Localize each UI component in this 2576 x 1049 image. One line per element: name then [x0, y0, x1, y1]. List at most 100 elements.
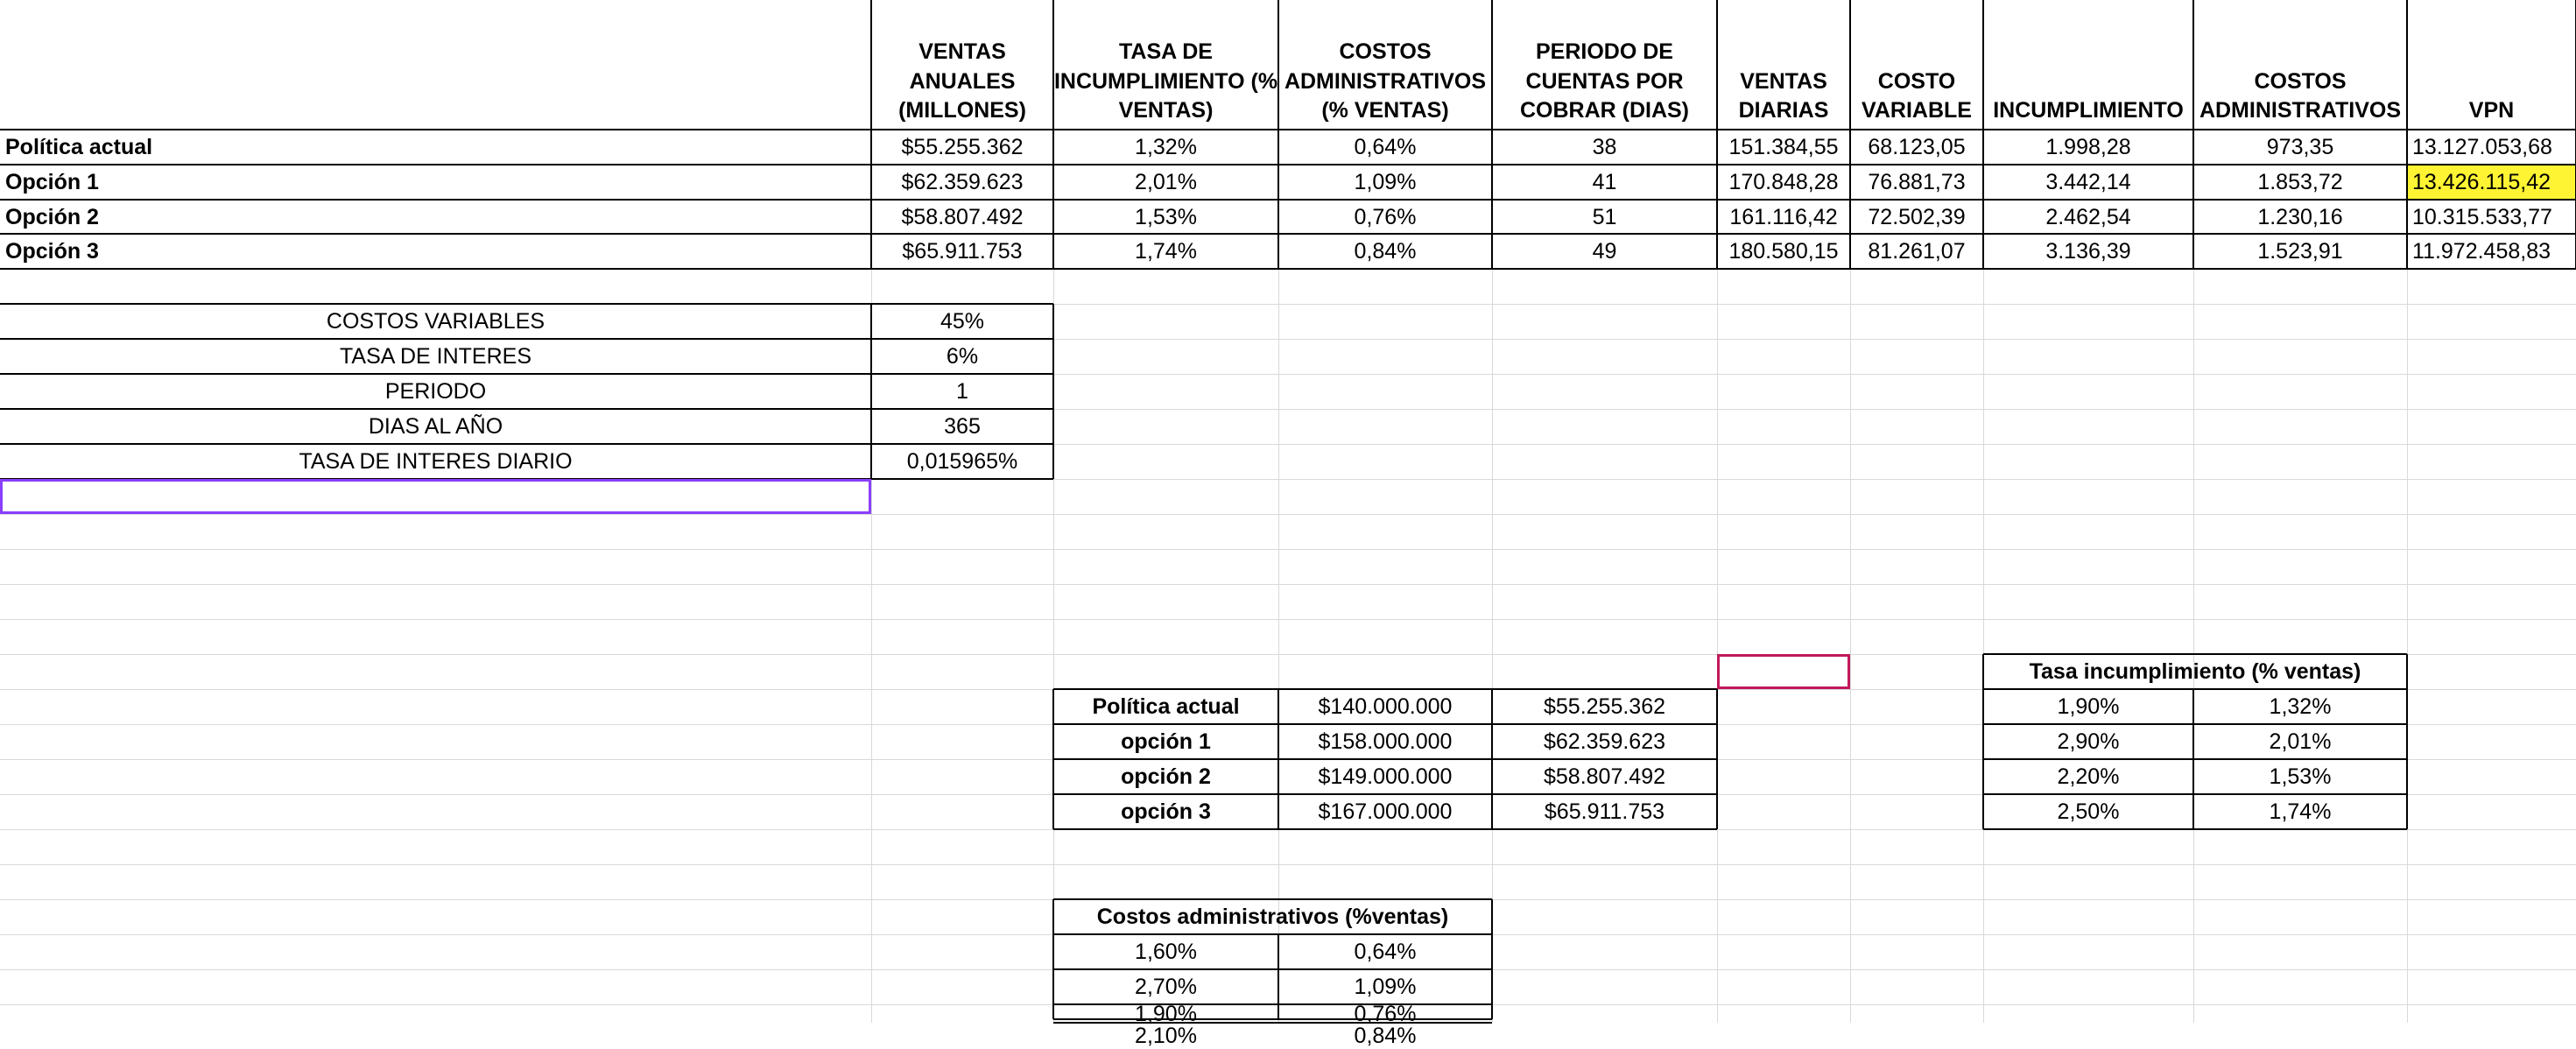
- gridline: [1983, 828, 2407, 830]
- vpn-cell[interactable]: 10.315.533,77: [2412, 204, 2552, 229]
- param-value[interactable]: 1: [956, 379, 968, 404]
- gridline: [1277, 689, 1279, 829]
- value-cell[interactable]: 3.136,39: [2045, 239, 2131, 264]
- value-cell[interactable]: 81.261,07: [1868, 239, 1966, 264]
- value-cell[interactable]: 1.998,28: [2045, 135, 2131, 159]
- param-label[interactable]: TASA DE INTERES: [339, 344, 532, 369]
- param-value[interactable]: 6%: [946, 344, 979, 369]
- param-value[interactable]: 365: [944, 414, 981, 439]
- param-label[interactable]: DIAS AL AÑO: [368, 414, 503, 439]
- row-label[interactable]: Opción 2: [5, 204, 99, 229]
- sales-gross[interactable]: $149.000.000: [1318, 764, 1453, 789]
- default-rate-adjusted[interactable]: 1,74%: [2269, 799, 2332, 824]
- param-label[interactable]: PERIODO: [384, 379, 487, 404]
- sales-row-label[interactable]: opción 3: [1121, 799, 1211, 824]
- sales-row-label[interactable]: opción 1: [1121, 729, 1211, 754]
- value-cell[interactable]: 151.384,55: [1728, 135, 1839, 159]
- admin-rate-adjusted[interactable]: 0,64%: [1354, 940, 1417, 964]
- value-cell[interactable]: 1,09%: [1354, 170, 1417, 194]
- sales-net[interactable]: $65.911.753: [1544, 799, 1665, 824]
- param-value[interactable]: 0,015965%: [906, 449, 1018, 474]
- value-cell[interactable]: 170.848,28: [1728, 170, 1839, 194]
- table-title[interactable]: Costos administrativos (%ventas): [1096, 905, 1449, 929]
- sales-net[interactable]: $55.255.362: [1543, 694, 1666, 719]
- column-header[interactable]: TASA DE INCUMPLIMIENTO (% VENTAS): [1053, 39, 1278, 123]
- value-cell[interactable]: 2.462,54: [2045, 204, 2131, 229]
- value-cell[interactable]: 51: [1592, 204, 1617, 229]
- value-cell[interactable]: 3.442,14: [2045, 170, 2131, 194]
- sales-row-label[interactable]: opción 2: [1121, 764, 1211, 789]
- value-cell[interactable]: 0,76%: [1354, 204, 1417, 229]
- value-cell[interactable]: 68.123,05: [1868, 135, 1966, 159]
- value-cell[interactable]: 1,32%: [1135, 135, 1197, 159]
- column-header[interactable]: INCUMPLIMIENTO: [1993, 98, 2184, 123]
- gridline: [1277, 934, 1279, 1019]
- sales-net[interactable]: $62.359.623: [1543, 729, 1666, 754]
- sales-gross[interactable]: $167.000.000: [1318, 799, 1453, 824]
- default-rate-raw[interactable]: 2,20%: [2057, 764, 2120, 789]
- row-label[interactable]: Política actual: [5, 135, 153, 159]
- row-label[interactable]: Opción 1: [5, 170, 99, 194]
- value-cell[interactable]: 1.523,91: [2257, 239, 2343, 264]
- value-cell[interactable]: $65.911.753: [902, 239, 1023, 264]
- admin-rate-raw[interactable]: 1,60%: [1135, 940, 1197, 964]
- value-cell[interactable]: 0,84%: [1354, 239, 1417, 264]
- gridline: [0, 339, 2576, 340]
- active-cell-selection[interactable]: [0, 479, 871, 514]
- gridline: [1278, 0, 1279, 1023]
- default-rate-adjusted[interactable]: 1,32%: [2269, 694, 2332, 719]
- default-rate-adjusted[interactable]: 2,01%: [2269, 729, 2332, 754]
- value-cell[interactable]: 41: [1592, 170, 1617, 194]
- column-header[interactable]: VENTAS DIARIAS: [1738, 68, 1829, 123]
- param-label[interactable]: TASA DE INTERES DIARIO: [299, 449, 573, 474]
- value-cell[interactable]: 161.116,42: [1729, 204, 1838, 229]
- value-cell[interactable]: 0,64%: [1354, 135, 1417, 159]
- param-value[interactable]: 45%: [940, 309, 985, 334]
- value-cell[interactable]: 1.230,16: [2257, 204, 2343, 229]
- sales-net[interactable]: $58.807.492: [1543, 764, 1666, 789]
- vpn-cell[interactable]: 13.127.053,68: [2412, 135, 2552, 159]
- vpn-cell[interactable]: 11.972.458,83: [2412, 239, 2551, 264]
- admin-rate-adjusted[interactable]: 0,84%: [1354, 1024, 1417, 1048]
- default-rate-raw[interactable]: 2,90%: [2057, 729, 2120, 754]
- value-cell[interactable]: 38: [1592, 135, 1617, 159]
- column-header[interactable]: COSTOS ADMINISTRATIVOS (% VENTAS): [1284, 39, 1487, 123]
- admin-rate-adjusted[interactable]: 1,09%: [1354, 975, 1417, 999]
- value-cell[interactable]: 1.853,72: [2257, 170, 2343, 194]
- gridline: [1053, 968, 1492, 970]
- column-header[interactable]: VPN: [2468, 98, 2515, 123]
- column-header[interactable]: COSTO VARIABLE: [1862, 68, 1972, 123]
- gridline: [2406, 654, 2408, 829]
- column-header[interactable]: PERIODO DE CUENTAS POR COBRAR (DIAS): [1519, 39, 1690, 123]
- row-label[interactable]: Opción 3: [5, 239, 99, 264]
- sales-gross[interactable]: $140.000.000: [1318, 694, 1453, 719]
- value-cell[interactable]: $55.255.362: [901, 135, 1024, 159]
- admin-rate-raw[interactable]: 1,90%: [1135, 1004, 1197, 1023]
- sales-gross[interactable]: $158.000.000: [1318, 729, 1453, 754]
- vpn-cell-highlighted[interactable]: 13.426.115,42: [2407, 165, 2576, 200]
- value-cell[interactable]: $58.807.492: [901, 204, 1024, 229]
- value-cell[interactable]: 2,01%: [1135, 170, 1197, 194]
- param-label[interactable]: COSTOS VARIABLES: [326, 309, 545, 334]
- column-header[interactable]: VENTAS ANUALES (MILLONES): [898, 39, 1026, 123]
- value-cell[interactable]: 72.502,39: [1868, 204, 1966, 229]
- value-cell[interactable]: 180.580,15: [1728, 239, 1839, 264]
- value-cell[interactable]: 1,74%: [1135, 239, 1197, 264]
- default-rate-adjusted[interactable]: 1,53%: [2269, 764, 2332, 789]
- value-cell[interactable]: 973,35: [2266, 135, 2334, 159]
- sales-row-label[interactable]: Política actual: [1092, 694, 1240, 719]
- value-cell[interactable]: $62.359.623: [901, 170, 1024, 194]
- value-cell[interactable]: 76.881,73: [1868, 170, 1966, 194]
- table-title[interactable]: Tasa incumplimiento (% ventas): [2029, 659, 2361, 684]
- default-rate-raw[interactable]: 2,50%: [2057, 799, 2120, 824]
- gridline: [1983, 723, 2407, 725]
- admin-rate-raw[interactable]: 2,70%: [1135, 975, 1197, 999]
- cell-selection[interactable]: [1717, 654, 1850, 689]
- column-header[interactable]: COSTOS ADMINISTRATIVOS: [2199, 68, 2402, 123]
- value-cell[interactable]: 1,53%: [1135, 204, 1197, 229]
- admin-rate-adjusted[interactable]: 0,76%: [1354, 1004, 1417, 1023]
- value-cell[interactable]: 49: [1592, 239, 1617, 264]
- default-rate-raw[interactable]: 1,90%: [2057, 694, 2120, 719]
- admin-rate-raw[interactable]: 2,10%: [1135, 1024, 1197, 1048]
